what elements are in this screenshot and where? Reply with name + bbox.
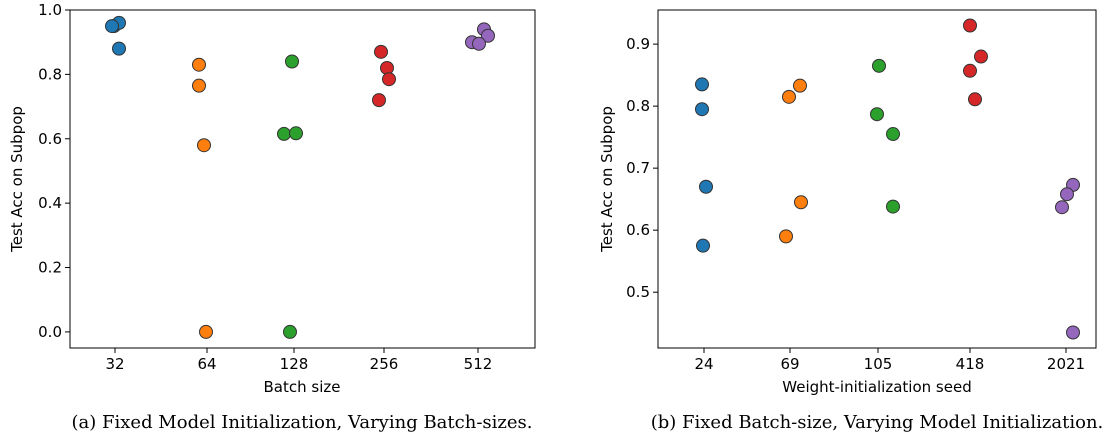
panel-b-x-axis-label: Weight-initialization seed [782, 378, 971, 396]
panel-b-y-axis-label: Test Acc on Subpop [598, 106, 616, 253]
pa-point-128 [283, 324, 297, 339]
panel-b-plot-area [657, 9, 1097, 349]
pa-point-128 [285, 54, 299, 69]
panel-a-x-ticks: 32 64 128 256 512 [105, 348, 492, 373]
pa-y-tick-label: 0.0 [38, 323, 62, 341]
pb-x-tick-label: 24 [694, 355, 713, 373]
pb-x-tick-label: 418 [956, 355, 985, 373]
pb-x-tick-label: 105 [864, 355, 893, 373]
pb-y-tick-label: 0.9 [626, 35, 650, 53]
pa-point-64 [192, 57, 206, 72]
pb-y-tick-label: 0.7 [626, 159, 650, 177]
panel-b-x-ticks: 24 69 105 418 2021 [694, 348, 1085, 373]
pb-point-24 [695, 102, 709, 117]
pb-point-2021 [1066, 325, 1080, 340]
pa-x-tick-label: 64 [197, 355, 216, 373]
pb-point-24 [695, 77, 709, 92]
panel-a-plot-area [69, 9, 536, 349]
pa-point-32 [112, 41, 126, 56]
pa-x-tick-label: 32 [105, 355, 124, 373]
pa-point-256 [372, 93, 386, 108]
panel-a-y-ticks: 0.0 0.2 0.4 0.6 0.8 1.0 [38, 1, 70, 341]
pb-y-tick-label: 0.6 [626, 221, 650, 239]
pa-point-64 [197, 138, 211, 153]
pb-point-418 [963, 18, 977, 33]
pb-point-105 [870, 107, 884, 122]
pb-y-tick-label: 0.8 [626, 97, 650, 115]
pb-point-69 [793, 78, 807, 93]
pa-x-tick-label: 256 [370, 355, 399, 373]
pb-point-69 [794, 195, 808, 210]
pa-y-tick-label: 0.2 [38, 259, 62, 277]
pb-x-tick-label: 2021 [1047, 355, 1085, 373]
panel-b-y-ticks: 0.5 0.6 0.7 0.8 0.9 [626, 35, 658, 301]
pb-point-24 [696, 238, 710, 253]
panel-b-points [695, 18, 1080, 340]
panel-a: 32 64 128 256 512 0.0 0.2 0.4 0.6 0.8 1.0 Batch s… [8, 1, 536, 433]
pa-y-tick-label: 0.8 [38, 65, 62, 83]
pb-point-418 [963, 63, 977, 78]
panel-a-caption: (a) Fixed Model Initialization, Varying … [72, 412, 533, 433]
pa-point-128 [277, 126, 291, 141]
pa-point-256 [374, 44, 388, 59]
pb-y-tick-label: 0.5 [626, 283, 650, 301]
pb-point-418 [974, 49, 988, 64]
pa-point-256 [382, 72, 396, 87]
pb-point-105 [886, 199, 900, 214]
pa-x-tick-label: 128 [280, 355, 309, 373]
pa-y-tick-label: 0.4 [38, 194, 62, 212]
pa-point-512 [481, 28, 495, 43]
pb-point-2021 [1055, 200, 1069, 215]
pb-point-2021 [1060, 187, 1074, 202]
panel-b: 24 69 105 418 2021 0.5 0.6 0.7 0.8 0.9 Weight-in… [598, 9, 1104, 433]
pa-y-tick-label: 0.6 [38, 130, 62, 148]
panel-a-points [105, 15, 495, 339]
pa-point-64 [192, 78, 206, 93]
panel-b-caption: (b) Fixed Batch-size, Varying Model Init… [651, 412, 1104, 433]
panel-a-y-axis-label: Test Acc on Subpop [8, 106, 26, 253]
pa-y-tick-label: 1.0 [38, 1, 62, 19]
pa-point-512 [472, 36, 486, 51]
pb-point-69 [779, 229, 793, 244]
panel-a-x-axis-label: Batch size [264, 378, 341, 396]
pb-point-69 [782, 89, 796, 104]
pb-point-105 [872, 58, 886, 73]
pb-point-418 [968, 92, 982, 107]
pa-x-tick-label: 512 [464, 355, 493, 373]
pa-point-32 [105, 19, 119, 34]
pa-point-64 [199, 324, 213, 339]
pb-x-tick-label: 69 [780, 355, 799, 373]
pb-point-105 [886, 127, 900, 142]
pb-point-24 [699, 179, 713, 194]
pa-point-128 [289, 126, 303, 141]
pa-point-256 [380, 60, 394, 75]
